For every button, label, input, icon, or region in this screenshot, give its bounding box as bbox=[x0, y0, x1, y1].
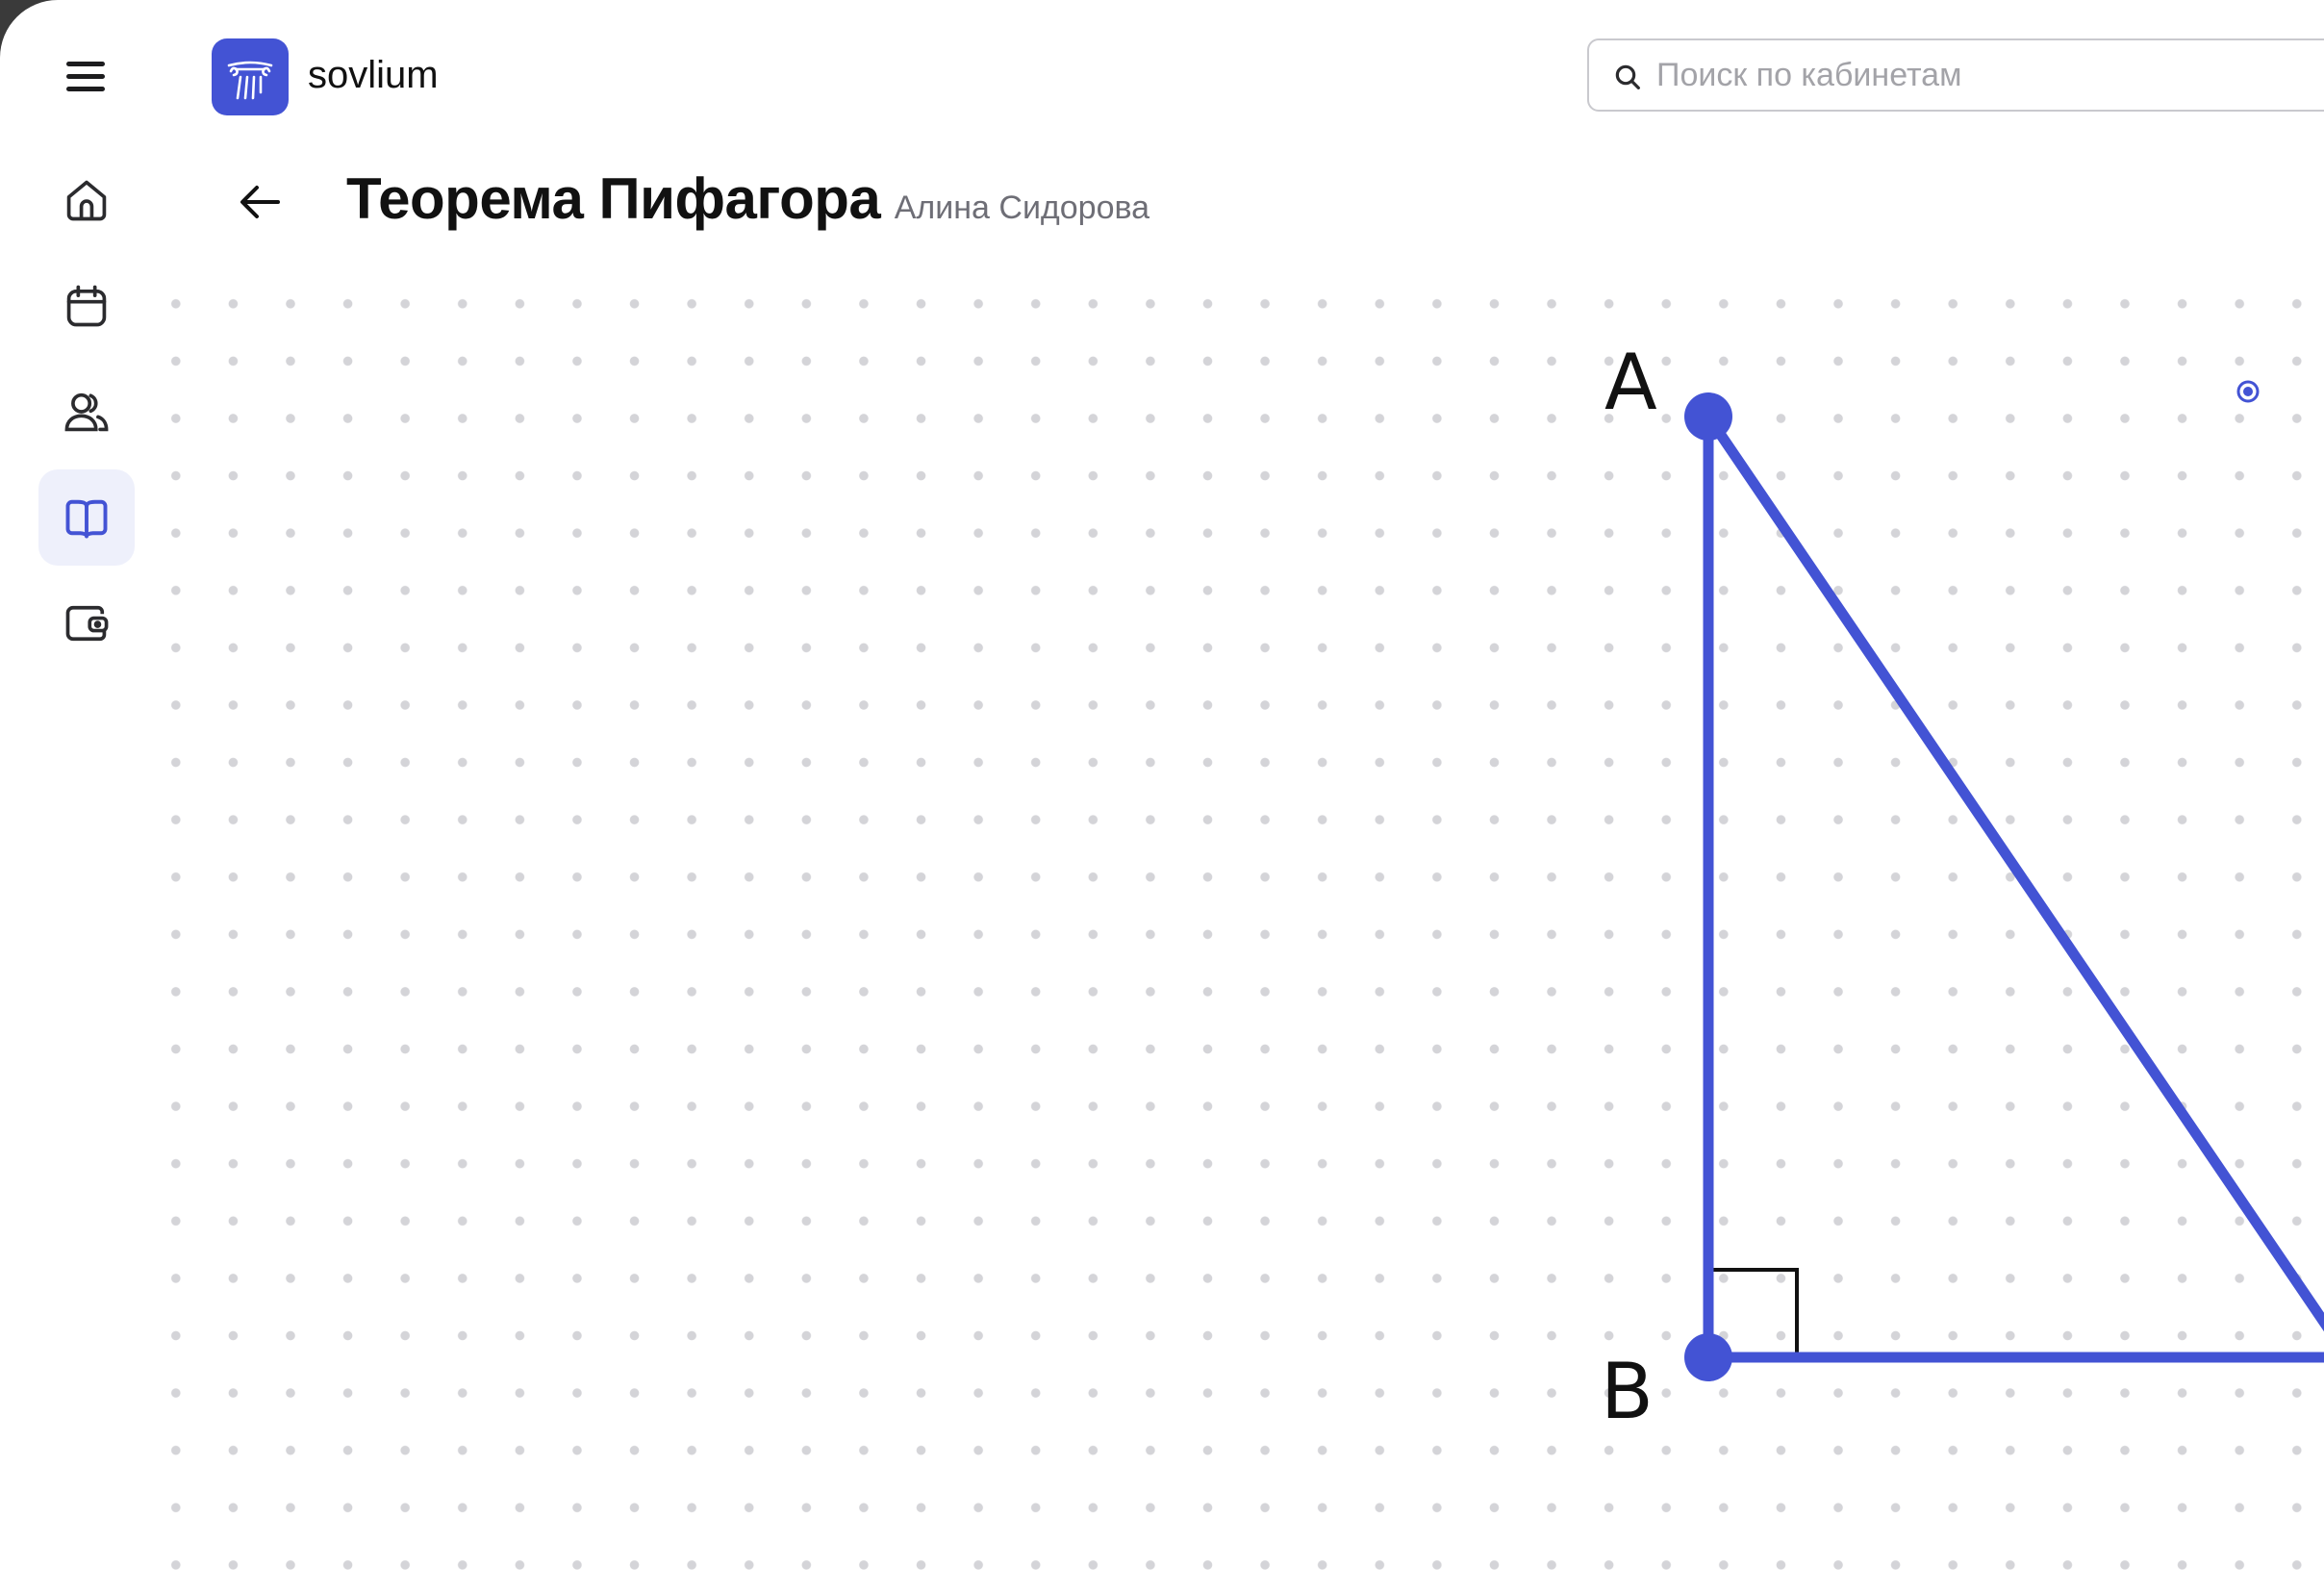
wallet-icon bbox=[65, 605, 109, 642]
menu-toggle-button[interactable] bbox=[56, 56, 117, 98]
arrow-left-icon bbox=[240, 186, 280, 218]
back-button[interactable] bbox=[229, 175, 290, 229]
sidebar-item-wallet[interactable] bbox=[38, 575, 135, 671]
calendar-icon bbox=[66, 285, 107, 327]
sidebar-item-users[interactable] bbox=[38, 364, 135, 460]
vertex-a-point[interactable] bbox=[1684, 392, 1732, 441]
page-heading: Теорема Пифагора Алина Сидорова bbox=[346, 165, 1149, 232]
whiteboard-canvas[interactable] bbox=[154, 269, 2324, 1593]
sidebar-item-home[interactable] bbox=[38, 152, 135, 248]
app-logo[interactable] bbox=[212, 38, 289, 115]
anchor-handle[interactable] bbox=[2236, 380, 2260, 403]
hamburger-line bbox=[66, 62, 105, 66]
sidebar-item-calendar[interactable] bbox=[38, 258, 135, 354]
search-input[interactable] bbox=[1656, 50, 2324, 100]
hamburger-line bbox=[66, 87, 105, 91]
hamburger-line bbox=[66, 74, 105, 79]
page-author: Алина Сидорова bbox=[894, 190, 1150, 226]
sidebar-item-courses[interactable] bbox=[38, 469, 135, 566]
search-box[interactable] bbox=[1587, 38, 2324, 112]
app-brand-name: sovlium bbox=[308, 54, 439, 96]
users-icon bbox=[64, 392, 109, 432]
column-logo-icon bbox=[227, 61, 273, 100]
page-title: Теорема Пифагора bbox=[346, 166, 881, 231]
search-icon bbox=[1615, 64, 1640, 89]
book-icon bbox=[65, 499, 108, 539]
home-icon bbox=[66, 180, 107, 221]
vertex-b-point[interactable] bbox=[1684, 1333, 1732, 1381]
